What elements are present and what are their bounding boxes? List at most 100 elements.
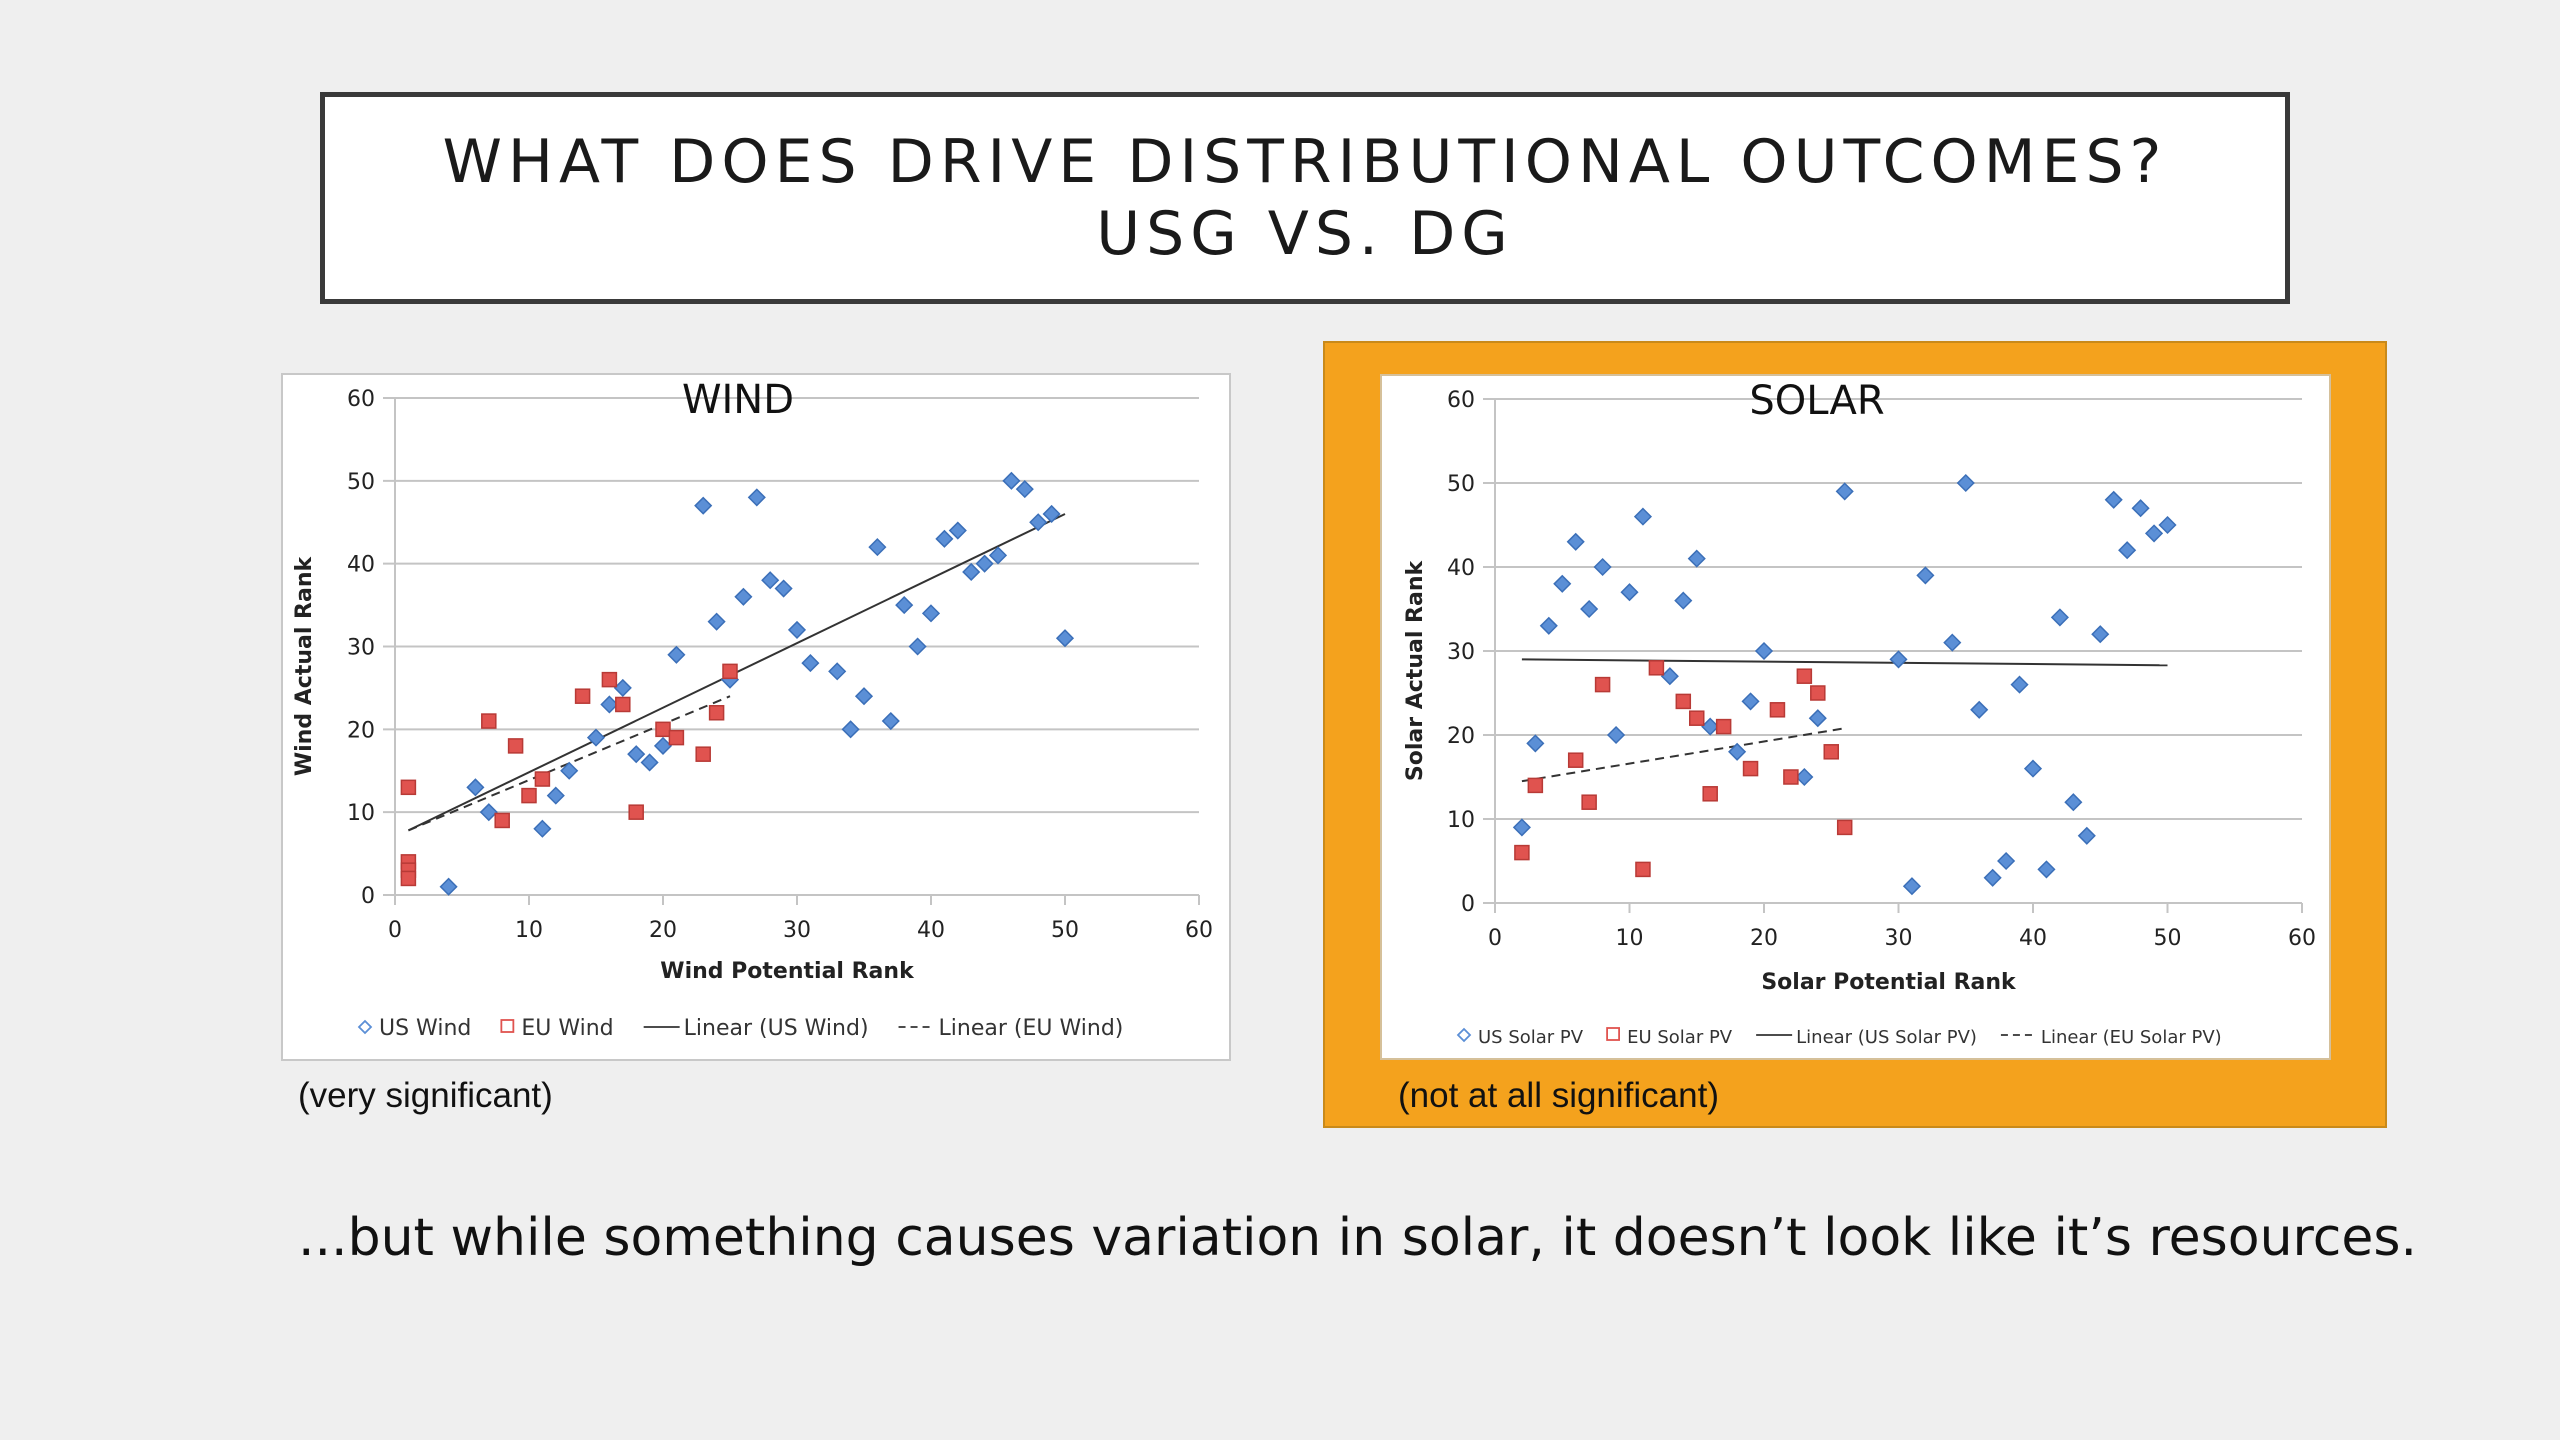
legend-square-icon	[500, 1019, 515, 1033]
us-data-point	[1055, 629, 1075, 648]
legend-diamond-icon	[357, 1019, 373, 1035]
us-data-point	[479, 803, 498, 822]
us-data-point	[962, 562, 981, 582]
us-data-point	[1553, 574, 1572, 593]
us-data-point	[854, 687, 874, 706]
eu-data-point	[1689, 710, 1705, 726]
us-data-point	[533, 819, 552, 838]
x-tick-label: 0	[1488, 926, 1502, 951]
legend-label: EU Solar PV	[1627, 1027, 1733, 1048]
eu-data-point	[1594, 676, 1611, 693]
y-axis-title: Solar Actual Rank	[1403, 560, 1428, 782]
eu-data-point	[1527, 777, 1544, 794]
us-data-point	[1728, 742, 1747, 761]
us-data-point	[1956, 473, 1975, 493]
us-data-point	[707, 612, 726, 631]
y-tick-label: 50	[1447, 472, 1475, 497]
us-data-point	[2091, 625, 2110, 644]
x-tick-label: 20	[1750, 926, 1778, 951]
eu-data-point	[1715, 718, 1732, 735]
x-tick-label: 30	[783, 918, 811, 943]
us-data-point	[1539, 616, 1558, 635]
eu-data-point	[1567, 752, 1584, 768]
y-tick-label: 20	[347, 718, 375, 743]
us-data-point	[1606, 725, 1626, 745]
eu-data-point	[708, 705, 725, 721]
us-data-point	[828, 662, 847, 681]
chart-title: WIND	[682, 377, 794, 423]
us-data-point	[801, 654, 820, 673]
slide-title-line-1: WHAT DOES DRIVE DISTRIBUTIONAL OUTCOMES?	[442, 127, 2168, 197]
eu-data-point	[668, 729, 685, 746]
solar-chart-svg: 0 10 20 30 40 50 60 0 10 20 30 40 50 60 SOLAR Solar Pot…	[1403, 378, 2316, 1048]
chart-title: SOLAR	[1749, 378, 1884, 424]
us-data-point	[560, 761, 579, 780]
legend-label: US Wind	[379, 1016, 471, 1041]
us-data-point	[988, 546, 1008, 565]
y-tick-label: 60	[1447, 388, 1475, 413]
legend-diamond-icon	[1456, 1027, 1472, 1043]
us-data-point	[1015, 480, 1034, 499]
us-data-point	[2118, 541, 2137, 560]
x-axis-title: Wind Potential Rank	[660, 959, 915, 984]
eu-data-point	[722, 663, 738, 680]
us-data-point	[1674, 591, 1693, 610]
x-tick-label: 50	[1051, 918, 1079, 943]
us-data-point	[908, 637, 927, 656]
us-data-point	[640, 753, 659, 772]
us-data-point	[613, 678, 632, 697]
wind-chart: 0 10 20 30 40 50 60 0 10 20 30 40 50 60 WIND Wind Poten…	[281, 373, 1231, 1061]
legend-label: Linear (EU Solar PV)	[2041, 1027, 2222, 1048]
us-data-point	[466, 778, 485, 797]
solar-significance-caption: (not at all significant)	[1398, 1076, 1719, 1115]
y-tick-label: 10	[1447, 808, 1475, 833]
legend-label: Linear (EU Wind)	[939, 1016, 1124, 1041]
us-data-point	[1620, 583, 1639, 602]
us-data-point	[600, 695, 619, 714]
eu-data-point	[1742, 760, 1759, 777]
y-axis-title: Wind Actual Rank	[292, 556, 317, 777]
y-tick-label: 40	[347, 553, 375, 578]
us-data-point	[2050, 608, 2069, 627]
x-axis-title: Solar Potential Rank	[1761, 970, 2017, 995]
us-data-point	[1808, 709, 1827, 728]
x-tick-label: 30	[1885, 926, 1913, 951]
us-data-point	[1754, 641, 1774, 661]
eu-data-point	[1783, 769, 1799, 785]
legend-label: Linear (US Solar PV)	[1796, 1027, 1977, 1048]
us-data-point	[1889, 650, 1908, 669]
x-tick-label: 40	[917, 918, 945, 943]
x-tick-label: 20	[649, 918, 677, 943]
wind-chart-svg: 0 10 20 30 40 50 60 0 10 20 30 40 50 60 WIND Wind Poten…	[292, 377, 1213, 1041]
conclusion-text: ...but while something causes variation …	[298, 1208, 2417, 1268]
us-data-point	[2144, 524, 2164, 543]
us-data-point	[921, 604, 941, 623]
eu-data-point	[601, 671, 618, 688]
us-data-point	[2023, 759, 2043, 778]
us-data-point	[747, 488, 766, 507]
us-data-point	[1633, 507, 1653, 526]
eu-data-point	[574, 688, 591, 704]
y-tick-label: 30	[1447, 640, 1475, 665]
eu-data-point	[1810, 685, 1826, 701]
us-data-point	[546, 786, 565, 805]
x-tick-label: 60	[2288, 926, 2316, 951]
slide-title-line-2: USG VS. DG	[1096, 199, 1514, 269]
y-tick-label: 0	[361, 884, 375, 909]
eu-data-point	[1648, 660, 1665, 676]
eu-data-point	[1675, 693, 1692, 710]
eu-data-point	[1796, 668, 1813, 684]
us-data-point	[1701, 717, 1720, 736]
eu-data-point	[400, 870, 417, 887]
us-data-point	[1687, 549, 1706, 568]
us-data-point	[895, 596, 914, 615]
eu-data-point	[1635, 861, 1651, 878]
trendline-solid	[1521, 658, 2168, 667]
us-data-point	[2037, 860, 2056, 879]
us-data-point	[653, 736, 673, 755]
y-tick-label: 40	[1447, 556, 1475, 581]
legend-square-icon	[1606, 1027, 1620, 1041]
eu-data-point	[400, 779, 417, 796]
us-data-point	[1512, 818, 1531, 837]
us-data-point	[1902, 877, 1922, 896]
